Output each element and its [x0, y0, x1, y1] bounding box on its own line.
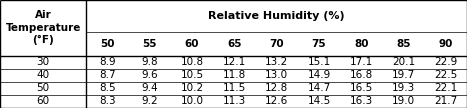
- Text: 8.3: 8.3: [99, 96, 116, 106]
- Text: 20.1: 20.1: [392, 57, 415, 67]
- Text: 50: 50: [36, 83, 50, 93]
- Text: 15.1: 15.1: [307, 57, 331, 67]
- Text: 60: 60: [185, 39, 199, 49]
- Text: 12.8: 12.8: [265, 83, 288, 93]
- Text: 50: 50: [100, 39, 115, 49]
- Text: 14.9: 14.9: [307, 70, 331, 80]
- Text: 10.0: 10.0: [181, 96, 204, 106]
- Text: 22.1: 22.1: [434, 83, 458, 93]
- Text: 90: 90: [439, 39, 453, 49]
- Text: 22.5: 22.5: [434, 70, 458, 80]
- Text: 12.1: 12.1: [223, 57, 246, 67]
- Text: 19.0: 19.0: [392, 96, 415, 106]
- Text: 10.8: 10.8: [181, 57, 204, 67]
- Text: 85: 85: [396, 39, 411, 49]
- Text: 11.8: 11.8: [223, 70, 246, 80]
- Text: 19.3: 19.3: [392, 83, 415, 93]
- Text: 8.5: 8.5: [99, 83, 116, 93]
- Text: 22.9: 22.9: [434, 57, 458, 67]
- Text: 17.1: 17.1: [350, 57, 373, 67]
- Text: 13.0: 13.0: [265, 70, 288, 80]
- Text: 10.5: 10.5: [181, 70, 204, 80]
- Text: 13.2: 13.2: [265, 57, 288, 67]
- Text: 21.7: 21.7: [434, 96, 458, 106]
- Text: 60: 60: [36, 96, 50, 106]
- Text: 19.7: 19.7: [392, 70, 415, 80]
- Text: 10.2: 10.2: [181, 83, 204, 93]
- Text: Relative Humidity (%): Relative Humidity (%): [208, 11, 345, 21]
- Text: 14.5: 14.5: [307, 96, 331, 106]
- Text: 65: 65: [227, 39, 241, 49]
- Text: 9.6: 9.6: [142, 70, 158, 80]
- Text: 12.6: 12.6: [265, 96, 288, 106]
- Text: 16.3: 16.3: [350, 96, 373, 106]
- Text: 70: 70: [269, 39, 284, 49]
- Text: 16.8: 16.8: [350, 70, 373, 80]
- Text: 9.2: 9.2: [142, 96, 158, 106]
- Text: 30: 30: [36, 57, 50, 67]
- Text: 11.3: 11.3: [223, 96, 246, 106]
- Text: 8.9: 8.9: [99, 57, 116, 67]
- Text: 55: 55: [142, 39, 157, 49]
- Text: 75: 75: [311, 39, 326, 49]
- Text: 11.5: 11.5: [223, 83, 246, 93]
- Text: 9.8: 9.8: [142, 57, 158, 67]
- Text: 14.7: 14.7: [307, 83, 331, 93]
- Text: Air
Temperature
(°F): Air Temperature (°F): [6, 10, 81, 45]
- Text: 40: 40: [36, 70, 50, 80]
- Text: 8.7: 8.7: [99, 70, 116, 80]
- Text: 80: 80: [354, 39, 368, 49]
- Text: 16.5: 16.5: [350, 83, 373, 93]
- Text: 9.4: 9.4: [142, 83, 158, 93]
